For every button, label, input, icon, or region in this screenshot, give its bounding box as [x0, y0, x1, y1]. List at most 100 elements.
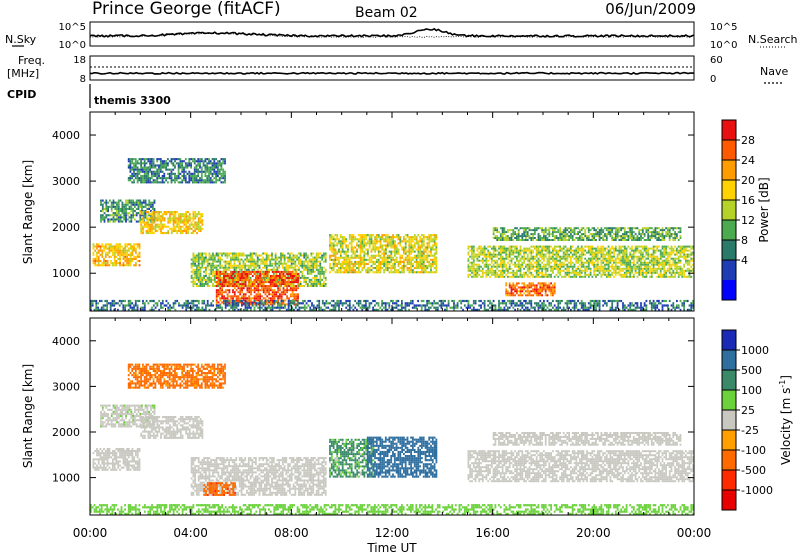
echo-cell: [435, 302, 437, 305]
echo-cell: [668, 299, 671, 303]
echo-cell: [501, 273, 504, 276]
echo-cell: [494, 269, 497, 272]
echo-cell: [259, 289, 261, 292]
echo-cell: [196, 227, 198, 230]
echo-cell: [261, 285, 263, 288]
echo-cell: [535, 273, 538, 276]
echo-cell: [183, 179, 185, 182]
echo-cell: [167, 232, 170, 235]
echo-cell: [127, 177, 130, 180]
echo-cell: [584, 308, 587, 311]
echo-cell: [100, 210, 102, 213]
echo-cell: [375, 308, 378, 311]
echo-cell: [158, 170, 160, 173]
echo-cell: [359, 271, 362, 274]
echo-cell: [242, 275, 245, 277]
echo-cell: [394, 246, 396, 249]
echo-cell: [345, 254, 348, 257]
echo-cell: [555, 306, 558, 309]
echo-cell: [490, 269, 493, 272]
echo-cell: [129, 166, 132, 169]
echo-cell: [240, 268, 243, 271]
echo-cell: [253, 252, 256, 255]
echo-cell: [478, 299, 481, 303]
echo-cell: [264, 299, 267, 303]
echo-cell: [403, 260, 405, 263]
echo-cell: [399, 244, 402, 247]
echo-cell: [217, 291, 220, 294]
echo-cell: [348, 269, 351, 272]
echo-cell: [336, 236, 339, 239]
echo-cell: [238, 258, 241, 261]
echo-cell: [357, 256, 360, 259]
echo-cell: [315, 268, 318, 271]
echo-cell: [237, 254, 239, 257]
echo-cell: [347, 250, 349, 253]
echo-cell: [388, 260, 391, 263]
echo-cell: [121, 220, 124, 223]
echo-cell: [507, 253, 509, 256]
echo-cell: [250, 293, 252, 296]
echo-cell: [363, 306, 365, 309]
echo-cell: [386, 236, 389, 239]
echo-cell: [557, 299, 560, 303]
echo-cell: [352, 262, 355, 265]
echo-cell: [152, 181, 155, 184]
echo-cell: [338, 308, 340, 311]
echo-cell: [167, 302, 170, 305]
echo-cell: [474, 255, 477, 258]
echo-cell: [188, 160, 191, 163]
echo-cell: [145, 299, 148, 303]
echo-cell: [125, 201, 127, 204]
echo-cell: [537, 247, 540, 250]
echo-cell: [208, 258, 211, 261]
echo-cell: [101, 255, 104, 258]
echo-cell: [237, 308, 240, 311]
echo-cell: [134, 177, 137, 180]
echo-cell: [233, 293, 236, 296]
echo-cell: [271, 281, 274, 284]
echo-cell: [125, 220, 127, 223]
echo-cell: [251, 262, 254, 265]
echo-cell: [246, 268, 248, 271]
echo-cell: [499, 306, 502, 309]
echo-cell: [385, 236, 387, 239]
echo-cell: [347, 299, 349, 303]
echo-cell: [199, 262, 202, 265]
echo-cell: [233, 262, 236, 265]
echo-cell: [279, 285, 281, 288]
echo-cell: [138, 255, 141, 258]
echo-cell: [298, 302, 301, 305]
echo-cell: [415, 304, 418, 307]
echo-cell: [276, 283, 279, 285]
echo-cell: [296, 285, 298, 287]
echo-cell: [472, 273, 475, 276]
echo-cell: [295, 287, 298, 290]
echo-cell: [280, 254, 282, 257]
echo-cell: [197, 266, 200, 269]
echo-cell: [403, 265, 405, 268]
echo-cell: [519, 304, 522, 307]
echo-cell: [168, 168, 171, 171]
echo-cell: [323, 274, 325, 277]
echo-cell: [145, 179, 148, 182]
echo-cell: [453, 304, 455, 307]
echo-cell: [507, 308, 509, 311]
echo-cell: [526, 253, 529, 256]
echo-cell: [149, 308, 152, 311]
echo-cell: [345, 244, 348, 247]
echo-cell: [150, 170, 153, 173]
echo-cell: [471, 265, 473, 268]
echo-cell: [433, 234, 436, 237]
echo-cell: [368, 246, 371, 249]
echo-cell: [251, 275, 254, 277]
echo-cell: [95, 299, 98, 303]
echo-cell: [363, 246, 366, 249]
echo-cell: [133, 264, 135, 267]
echo-cell: [492, 249, 495, 252]
echo-cell: [123, 214, 126, 217]
echo-cell: [412, 256, 414, 259]
echo-cell: [315, 283, 318, 285]
echo-cell: [339, 244, 342, 247]
echo-cell: [535, 265, 538, 268]
